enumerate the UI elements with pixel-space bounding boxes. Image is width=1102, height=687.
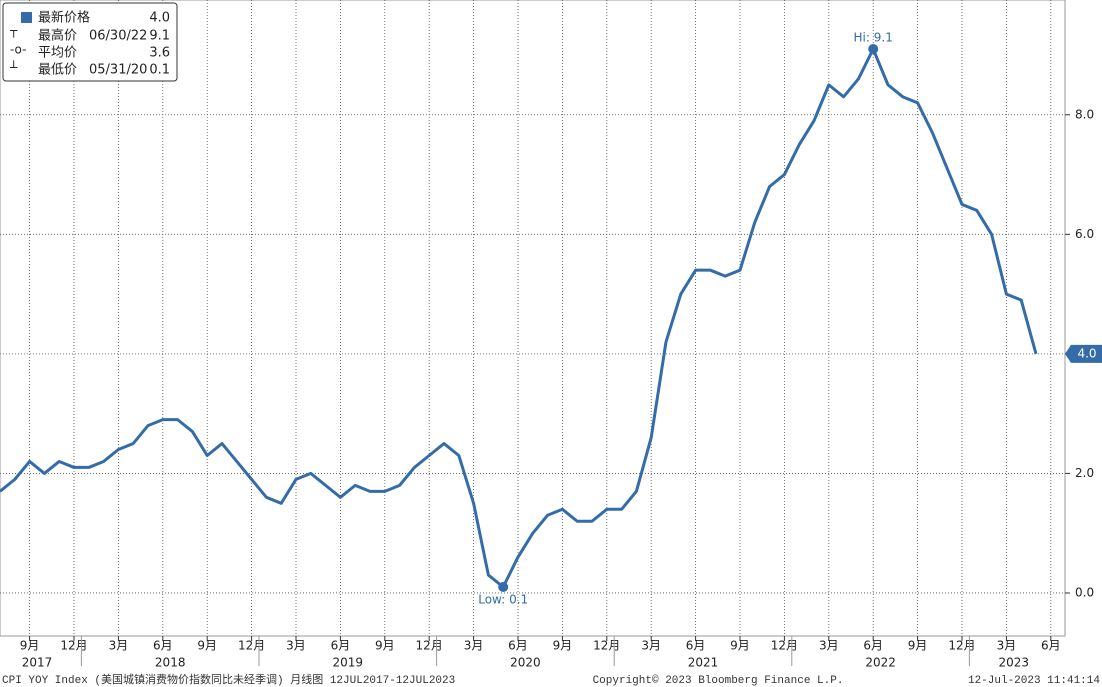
x-tick-label: 6月 [863, 639, 883, 653]
x-tick-label: 12月 [948, 639, 975, 653]
series-line [0, 47, 1038, 589]
legend-value: 9.1 [149, 29, 170, 44]
x-tick-label: 9月 [908, 639, 928, 653]
legend-icon: ┴ [9, 60, 18, 75]
x-year-label: 2021 [688, 656, 719, 670]
low-label: Low: 0.1 [478, 592, 528, 606]
legend-box [2, 2, 178, 82]
x-tick-label: 3月 [997, 639, 1017, 653]
y-tick-label: 6.0 [1075, 227, 1094, 241]
legend: ┬ -o- ┴ 最新价格 4.0 最高价 06/30/22 9.1 平均价 3.… [2, 2, 178, 82]
x-tick-label: 12月 [771, 639, 798, 653]
low-marker [498, 581, 509, 592]
x-tick-label: 6月 [686, 639, 706, 653]
legend-date: 06/30/22 [89, 29, 147, 44]
hi-marker [868, 44, 879, 55]
legend-date: 05/31/20 [89, 63, 147, 78]
x-year-label: 2017 [22, 656, 53, 670]
footer-source: CPI YOY Index (美国城镇消费物价指数同比未经季调) 月线图 12J… [2, 672, 455, 687]
x-year-label: 2018 [155, 656, 186, 670]
x-tick-label: 12月 [60, 639, 87, 653]
legend-value: 4.0 [149, 11, 170, 26]
y-tick-label: 8.0 [1075, 107, 1094, 121]
legend-name: 最高价 [38, 28, 77, 44]
legend-icon [21, 12, 32, 23]
legend-icon: ┬ [9, 24, 18, 38]
x-tick-label: 9月 [197, 639, 217, 653]
x-tick-label: 9月 [730, 639, 750, 653]
x-tick-label: 3月 [464, 639, 484, 653]
last-value-tag [1065, 344, 1102, 363]
x-tick-label: 6月 [153, 639, 173, 653]
legend-value: 3.6 [149, 46, 170, 61]
x-tick-label: 6月 [508, 639, 528, 653]
x-tick-label: 3月 [286, 639, 306, 653]
plot-area [0, 0, 1066, 637]
footer-copyright: Copyright© 2023 Bloomberg Finance L.P. [593, 675, 844, 687]
x-tick-label: 6月 [1041, 639, 1061, 653]
x-year-label: 2022 [865, 656, 896, 670]
x-tick-label: 9月 [553, 639, 573, 653]
legend-name: 最低价 [38, 63, 77, 78]
last-value-label: 4.0 [1077, 346, 1096, 360]
legend-name: 平均价 [38, 46, 77, 61]
legend-icon: -o- [10, 43, 26, 57]
x-tick-label: 12月 [238, 639, 265, 653]
legend-name: 最新价格 [38, 10, 90, 26]
x-tick-label: 9月 [375, 639, 395, 653]
x-tick-label: 9月 [20, 639, 40, 653]
x-tick-label: 12月 [416, 639, 443, 653]
x-year-label: 2020 [510, 656, 541, 670]
x-tick-label: 12月 [593, 639, 620, 653]
x-tick-label: 6月 [331, 639, 351, 653]
legend-value: 0.1 [149, 63, 170, 78]
hi-label: Hi: 9.1 [854, 31, 893, 45]
y-tick-label: 2.0 [1075, 466, 1094, 480]
x-tick-label: 3月 [109, 639, 129, 653]
x-tick-label: 3月 [641, 639, 661, 653]
x-year-label: 2023 [999, 656, 1030, 670]
y-tick-label: 0.0 [1075, 585, 1094, 599]
footer-timestamp: 12-Jul-2023 11:41:14 [968, 675, 1100, 687]
x-year-label: 2019 [333, 656, 364, 670]
x-tick-label: 3月 [819, 639, 839, 653]
